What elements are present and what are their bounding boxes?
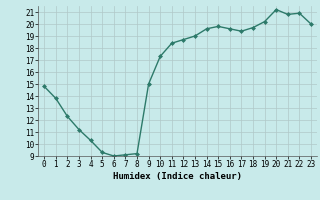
X-axis label: Humidex (Indice chaleur): Humidex (Indice chaleur) xyxy=(113,172,242,181)
